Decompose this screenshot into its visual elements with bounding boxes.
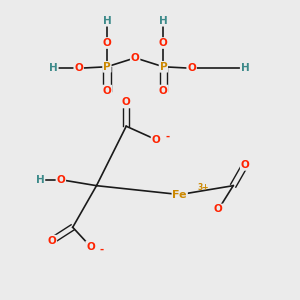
Text: P: P	[103, 62, 111, 72]
Text: O: O	[74, 63, 83, 73]
Text: O: O	[103, 38, 111, 48]
Text: 3+: 3+	[198, 183, 209, 192]
Text: Fe: Fe	[172, 190, 187, 200]
Text: O: O	[241, 160, 250, 170]
Text: O: O	[122, 98, 130, 107]
Text: O: O	[103, 85, 111, 96]
Text: H: H	[159, 16, 168, 26]
Text: H: H	[49, 63, 58, 73]
Text: H: H	[241, 63, 250, 73]
Text: O: O	[47, 236, 56, 246]
Text: H: H	[103, 16, 111, 26]
Text: O: O	[86, 242, 95, 252]
Text: O: O	[159, 38, 168, 48]
Text: P: P	[160, 62, 167, 72]
Text: -: -	[165, 132, 169, 142]
Text: O: O	[56, 175, 65, 185]
Text: O: O	[131, 53, 140, 63]
Text: O: O	[187, 63, 196, 73]
Text: -: -	[100, 244, 104, 255]
Text: O: O	[152, 135, 160, 145]
Text: O: O	[159, 85, 168, 96]
Text: O: O	[214, 204, 223, 214]
Text: H: H	[36, 175, 44, 185]
